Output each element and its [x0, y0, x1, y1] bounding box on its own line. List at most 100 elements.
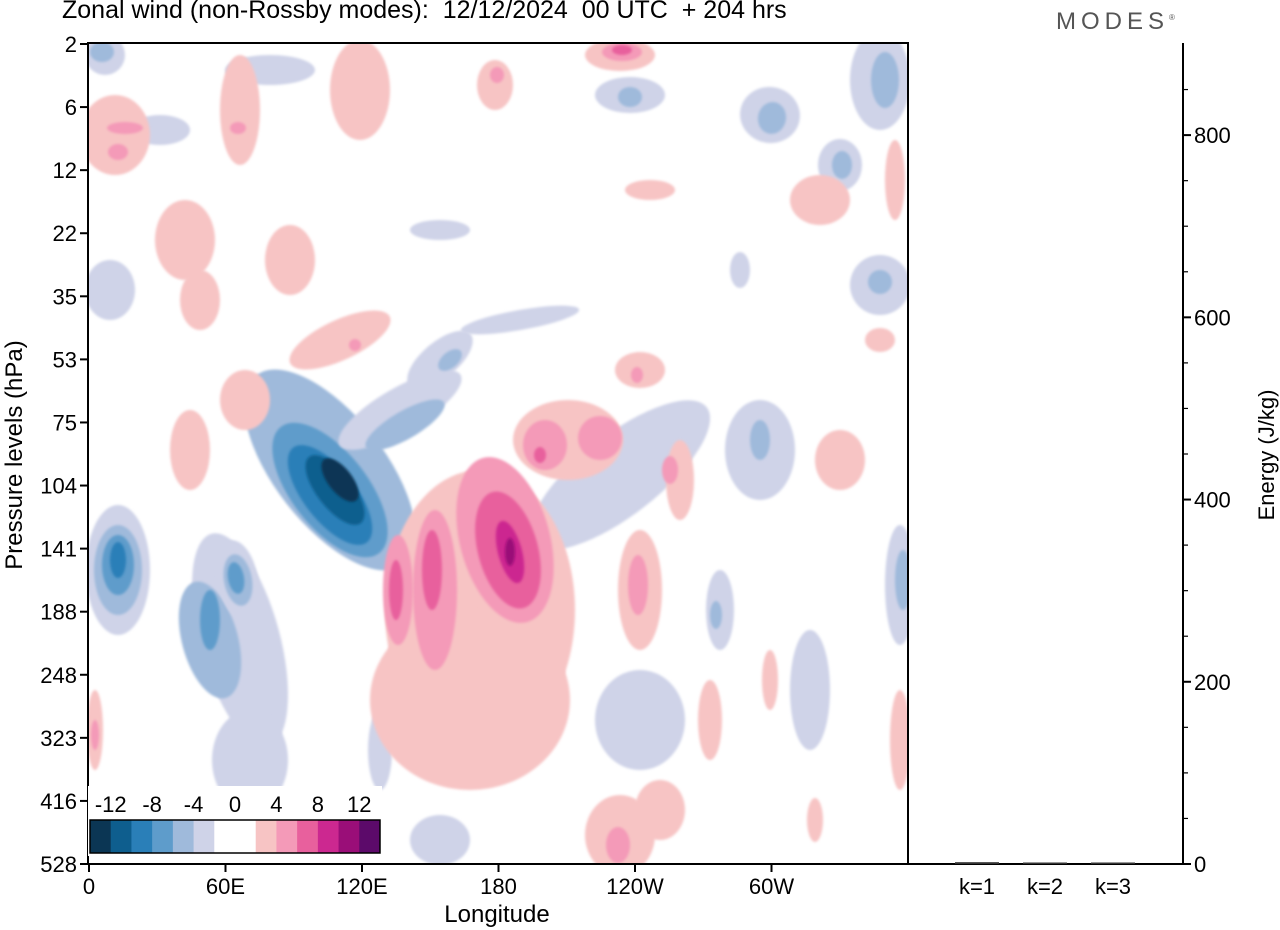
energy-bar — [1091, 862, 1135, 864]
colorbar-swatch — [276, 820, 298, 853]
y-tick-label: 141 — [40, 537, 77, 562]
positive-wind-contour — [815, 430, 865, 490]
positive-wind-contour — [762, 650, 778, 710]
colorbar-swatch — [214, 820, 236, 853]
negative-wind-contour — [410, 220, 470, 240]
energy-bars: k=1 k=2 k=3 — [955, 862, 1135, 899]
y-tick-label: 12 — [53, 158, 77, 183]
positive-wind-contour — [370, 610, 570, 790]
negative-wind-contour — [868, 270, 892, 294]
colorbar-swatch — [172, 820, 195, 853]
colorbar-swatch — [131, 820, 153, 853]
energy-category-label: k=2 — [1027, 874, 1063, 899]
energy-axis-label: Energy (J/kg) — [1254, 390, 1279, 521]
y-axis-label: Pressure levels (hPa) — [1, 340, 28, 569]
negative-wind-contour — [871, 52, 899, 108]
negative-wind-contour — [410, 815, 470, 864]
negative-wind-contour — [212, 710, 288, 810]
negative-wind-contour — [730, 252, 750, 288]
y-tick-label: 416 — [40, 789, 77, 814]
energy-bar — [955, 862, 999, 864]
negative-wind-contour — [227, 562, 245, 594]
energy-tick-label: 0 — [1194, 852, 1206, 877]
negative-wind-contour — [89, 260, 135, 320]
positive-wind-contour — [662, 456, 678, 484]
positive-wind-contour — [289, 310, 391, 370]
positive-wind-contour — [534, 447, 546, 463]
y-tick-label: 104 — [40, 474, 77, 499]
negative-wind-contour — [438, 349, 462, 371]
positive-wind-contour — [523, 420, 567, 470]
positive-wind-contour — [612, 45, 632, 55]
positive-wind-contour — [807, 798, 823, 842]
energy-axis: 0 200 400 600 800 — [1183, 88, 1231, 877]
x-tick-label: 60W — [749, 874, 794, 899]
positive-wind-contour — [865, 328, 895, 352]
positive-wind-contour — [625, 180, 675, 200]
colorbar-swatch — [255, 820, 277, 853]
x-tick-label: 60E — [206, 874, 245, 899]
positive-wind-contour — [885, 140, 905, 220]
positive-wind-contour — [107, 122, 143, 134]
positive-wind-contour — [631, 367, 643, 383]
positive-wind-contour — [220, 370, 270, 430]
colorbar-swatch — [317, 820, 340, 853]
colorbar-label: 4 — [270, 792, 282, 817]
colorbar-swatch — [297, 820, 319, 853]
x-tick-label: 180 — [480, 874, 517, 899]
positive-wind-contour — [389, 560, 403, 620]
colorbar: -12 -8 -4 0 4 8 12 — [88, 786, 382, 856]
negative-wind-contour — [710, 601, 722, 629]
y-tick-label: 2 — [65, 32, 77, 57]
positive-wind-contour — [180, 270, 220, 330]
colorbar-label: -12 — [95, 792, 127, 817]
energy-bar — [1023, 862, 1067, 864]
colorbar-label: 0 — [229, 792, 241, 817]
pressure-axis: 2 6 12 22 35 53 75 104 141 188 248 323 416 528 — [40, 32, 88, 877]
energy-tick-label: 200 — [1194, 670, 1231, 695]
positive-wind-contour — [790, 175, 850, 225]
positive-wind-contour — [606, 827, 630, 863]
positive-wind-contour — [698, 680, 722, 760]
positive-wind-contour — [505, 538, 515, 566]
negative-wind-contour — [790, 630, 830, 750]
chart-title: Zonal wind (non-Rossby modes): 12/12/202… — [62, 0, 787, 24]
positive-wind-contour — [230, 122, 246, 134]
y-tick-label: 323 — [40, 726, 77, 751]
positive-wind-contour — [635, 780, 685, 840]
y-tick-label: 188 — [40, 600, 77, 625]
positive-wind-contour — [108, 144, 128, 160]
y-tick-label: 22 — [53, 221, 77, 246]
colorbar-label: 12 — [347, 792, 371, 817]
colorbar-label: -4 — [184, 792, 204, 817]
positive-wind-contour — [89, 95, 150, 175]
positive-wind-contour — [349, 339, 361, 351]
negative-wind-contour — [895, 550, 908, 610]
colorbar-swatch — [235, 820, 257, 853]
energy-category-label: k=1 — [959, 874, 995, 899]
x-axis-label: Longitude — [444, 901, 549, 928]
energy-tick-label: 400 — [1194, 488, 1231, 513]
colorbar-swatch — [90, 820, 112, 853]
negative-wind-contour — [365, 399, 445, 451]
positive-wind-contour — [422, 530, 442, 610]
negative-wind-contour — [338, 370, 462, 450]
modes-logo: MODES® — [1056, 8, 1175, 35]
energy-category-label: k=3 — [1095, 874, 1131, 899]
colorbar-swatch — [152, 820, 174, 853]
positive-wind-contour — [890, 690, 908, 790]
positive-wind-contour — [628, 555, 648, 615]
colorbar-swatch — [193, 820, 215, 853]
energy-panel: k=1 k=2 k=3 0 200 400 600 800 Energy (J/kg) — [908, 43, 1279, 899]
longitude-axis: 0 60E 120E 180 120W 60W — [83, 864, 794, 899]
x-tick-label: 0 — [83, 874, 95, 899]
colorbar-label: 8 — [312, 792, 324, 817]
colorbar-swatch — [338, 820, 360, 853]
y-tick-label: 75 — [53, 410, 77, 435]
wind-contours — [89, 44, 908, 864]
y-tick-label: 6 — [65, 95, 77, 120]
x-tick-label: 120W — [606, 874, 664, 899]
negative-wind-contour — [110, 542, 126, 578]
y-tick-label: 35 — [53, 284, 77, 309]
negative-wind-contour — [832, 151, 852, 179]
